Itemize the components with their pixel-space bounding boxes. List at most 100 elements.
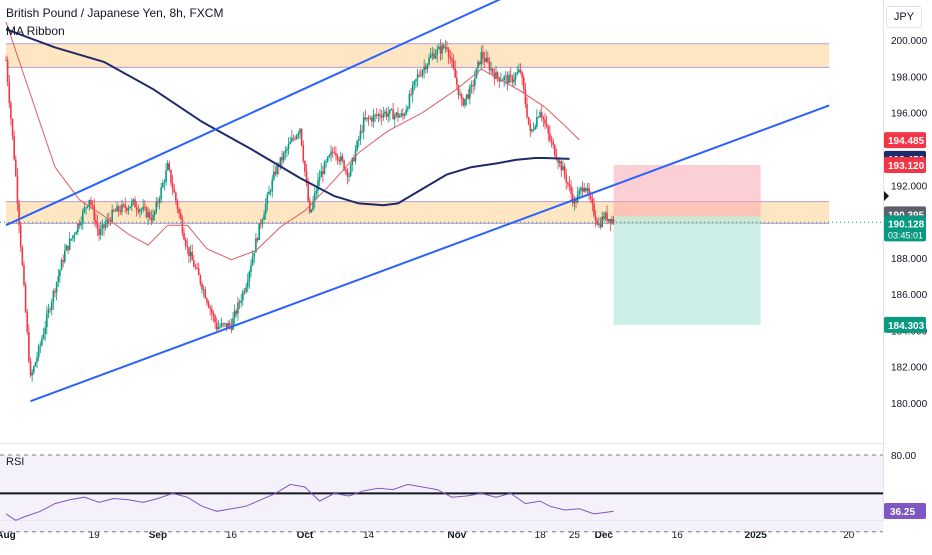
candle-body <box>245 287 247 292</box>
candle-body <box>75 232 78 235</box>
rsi-line <box>5 483 614 521</box>
candle-body <box>111 210 113 222</box>
y-tick-label: 192.000 <box>891 181 928 192</box>
candle-body <box>13 135 15 160</box>
candle-body <box>377 114 380 116</box>
candle-body <box>348 175 350 177</box>
candle-body <box>410 93 412 95</box>
candle-body <box>284 150 287 154</box>
candle-body <box>286 148 288 151</box>
candle-body <box>603 216 605 219</box>
candle-body <box>19 225 22 248</box>
candle-body <box>343 160 345 170</box>
candle-body <box>341 156 344 161</box>
channel-lower-line <box>30 104 830 403</box>
candle-body <box>42 334 45 339</box>
candle-body <box>52 290 55 303</box>
candle-body <box>607 219 610 221</box>
stop-zone <box>613 164 761 217</box>
candle-body <box>387 113 389 117</box>
candle-body <box>214 315 216 323</box>
indicator-label[interactable]: MA Ribbon <box>6 24 65 38</box>
channel-upper-line <box>5 0 501 227</box>
candle-body <box>585 188 587 192</box>
candle-body <box>537 117 540 118</box>
candle-body <box>153 211 156 216</box>
candle-body <box>258 223 260 241</box>
candle-body <box>220 323 223 327</box>
y-tick-label: 180.000 <box>891 399 928 410</box>
currency-button[interactable]: JPY <box>886 6 922 28</box>
x-tick-label: Aug <box>0 530 16 541</box>
candle-body <box>152 215 154 221</box>
candle-body <box>211 309 213 314</box>
candle-body <box>444 47 447 49</box>
candle-body <box>511 76 514 83</box>
candle-body <box>121 204 123 213</box>
candle-body <box>369 118 372 119</box>
candle-body <box>364 117 367 120</box>
candle-body <box>276 164 278 174</box>
candle-body <box>488 61 491 71</box>
candle-body <box>279 157 282 168</box>
candle-body <box>26 311 29 332</box>
chart-title: British Pound / Japanese Yen, 8h, FXCM <box>6 6 224 20</box>
candle-body <box>173 188 176 193</box>
candle-body <box>335 153 337 156</box>
candle-body <box>331 151 334 153</box>
candle-body <box>545 123 548 127</box>
candle-body <box>176 200 179 209</box>
candle-body <box>367 117 370 119</box>
candle-body <box>186 245 189 248</box>
candle-body <box>583 188 585 192</box>
candle-body <box>382 113 385 118</box>
x-tick-label: 16 <box>226 530 238 541</box>
candle-body <box>326 156 329 162</box>
candle-body <box>212 313 215 316</box>
x-tick-label: 14 <box>363 530 375 541</box>
candle-body <box>49 309 51 311</box>
candle-body <box>246 281 249 288</box>
candle-body <box>557 159 559 163</box>
candle-body <box>598 224 600 225</box>
candle-body <box>41 338 43 345</box>
candle-body <box>307 183 309 202</box>
rsi-label[interactable]: RSI <box>6 456 25 468</box>
candle-body <box>344 169 347 171</box>
candle-body <box>273 171 275 180</box>
candle-body <box>534 126 536 130</box>
candle-body <box>375 114 378 116</box>
candle-body <box>193 260 195 267</box>
candle-body <box>434 55 437 59</box>
price-tag-text-0: 194.485 <box>888 136 925 147</box>
candle-body <box>122 204 125 206</box>
candle-body <box>411 84 414 95</box>
candle-body <box>522 77 525 90</box>
candle-body <box>170 169 172 183</box>
candle-body <box>287 144 290 149</box>
candle-body <box>233 311 236 319</box>
candle-body <box>65 245 68 251</box>
x-tick-label: 25 <box>569 530 581 541</box>
candle-body <box>593 203 595 216</box>
candle-body <box>237 302 239 314</box>
candle-body <box>372 115 375 122</box>
candle-body <box>157 202 159 203</box>
candle-body <box>333 152 336 154</box>
candle-body <box>191 251 193 261</box>
candle-body <box>416 74 419 80</box>
candle-body <box>438 46 440 50</box>
candle-body <box>251 256 254 266</box>
candle-body <box>588 188 590 196</box>
candle-body <box>426 64 429 70</box>
candle-body <box>356 140 358 151</box>
candle-body <box>480 51 483 65</box>
candle-body <box>413 81 416 85</box>
candle-body <box>392 109 394 120</box>
candle-body <box>297 133 300 136</box>
candle-body <box>305 171 308 184</box>
candle-body <box>206 298 208 303</box>
candle-body <box>116 206 118 212</box>
